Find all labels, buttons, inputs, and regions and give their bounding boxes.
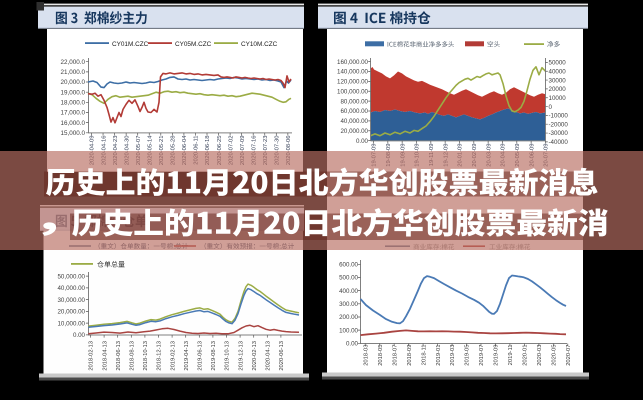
svg-text:2020-06-04: 2020-06-04 <box>182 135 188 165</box>
svg-text:2019-05: 2019-05 <box>465 345 471 366</box>
svg-text:0.00: 0.00 <box>346 341 359 348</box>
svg-text:2019-11: 2019-11 <box>508 345 514 366</box>
svg-text:2020-07: 2020-07 <box>566 345 572 366</box>
svg-text:50,000.00: 50,000.00 <box>57 273 85 280</box>
svg-text:2020-06-11: 2020-06-11 <box>194 136 200 165</box>
svg-text:19,000.0: 19,000.0 <box>60 89 85 96</box>
svg-text:50000: 50000 <box>549 60 567 67</box>
svg-text:500.00: 500.00 <box>339 275 358 282</box>
svg-text:2020-06-25: 2020-06-25 <box>217 136 223 166</box>
svg-text:40000: 40000 <box>549 68 567 75</box>
svg-text:200.00: 200.00 <box>339 314 358 321</box>
svg-text:120,000.00: 120,000.00 <box>337 79 369 86</box>
svg-text:2019-08-13: 2019-08-13 <box>211 341 217 371</box>
svg-text:CY01M.CZC: CY01M.CZC <box>112 41 149 48</box>
svg-text:2019-09: 2019-09 <box>494 345 500 366</box>
svg-text:18,000.0: 18,000.0 <box>60 100 85 107</box>
svg-text:2020-04-30: 2020-04-30 <box>124 136 130 166</box>
svg-text:10,000.00: 10,000.00 <box>57 320 85 327</box>
svg-text:2020-04-09: 2020-04-09 <box>90 136 96 166</box>
svg-text:300.00: 300.00 <box>339 301 358 308</box>
svg-text:2020-05-07: 2020-05-07 <box>136 136 142 166</box>
svg-text:2018-11: 2018-11 <box>421 345 427 366</box>
svg-text:2019-04-13: 2019-04-13 <box>184 341 190 371</box>
svg-text:2018-08-13: 2018-08-13 <box>130 341 136 371</box>
svg-text:2020-07-23: 2020-07-23 <box>263 136 269 166</box>
svg-text:CY05M.CZC: CY05M.CZC <box>175 41 212 48</box>
svg-text:600.00: 600.00 <box>339 262 358 269</box>
svg-text:2019-12-13: 2019-12-13 <box>238 341 244 371</box>
svg-text:2020-05-14: 2020-05-14 <box>147 135 153 165</box>
svg-text:15,000.0: 15,000.0 <box>60 130 85 137</box>
svg-text:2020-07-16: 2020-07-16 <box>251 136 257 166</box>
svg-text:30000: 30000 <box>549 77 567 84</box>
svg-text:2018-07: 2018-07 <box>392 345 398 366</box>
svg-text:100,000.00: 100,000.00 <box>337 88 369 95</box>
svg-text:2020-07-30: 2020-07-30 <box>275 136 281 166</box>
svg-text:0: 0 <box>549 104 553 111</box>
svg-text:0.00: 0.00 <box>73 332 86 339</box>
svg-text:2019-02-13: 2019-02-13 <box>170 341 176 371</box>
svg-text:2018-10-13: 2018-10-13 <box>143 341 149 371</box>
svg-text:-40000: -40000 <box>549 139 569 146</box>
svg-text:-30000: -30000 <box>549 130 569 137</box>
svg-text:400.00: 400.00 <box>339 288 358 295</box>
svg-text:40,000.00: 40,000.00 <box>340 118 368 125</box>
svg-text:20000: 20000 <box>549 86 567 93</box>
svg-text:16,000.0: 16,000.0 <box>60 120 85 127</box>
svg-text:2020-06-18: 2020-06-18 <box>205 136 211 166</box>
svg-text:0.00: 0.00 <box>356 138 369 145</box>
svg-text:80,000.00: 80,000.00 <box>340 98 368 105</box>
svg-text:2018-03: 2018-03 <box>363 345 369 366</box>
svg-text:2020-06-13: 2020-06-13 <box>279 341 285 371</box>
svg-text:60,000.00: 60,000.00 <box>340 108 368 115</box>
svg-text:140,000.00: 140,000.00 <box>337 69 369 76</box>
svg-text:2020-04-13: 2020-04-13 <box>266 341 272 371</box>
svg-text:2019-03: 2019-03 <box>450 345 456 366</box>
svg-text:-10000: -10000 <box>549 113 569 120</box>
svg-text:160,000.00: 160,000.00 <box>337 59 369 66</box>
svg-text:2020-05-28: 2020-05-28 <box>171 136 177 166</box>
svg-text:2020-08-06: 2020-08-06 <box>286 136 292 166</box>
svg-text:20,000.00: 20,000.00 <box>57 309 85 316</box>
svg-text:CY10M.CZC: CY10M.CZC <box>241 41 278 48</box>
svg-text:21,000.0: 21,000.0 <box>60 69 85 76</box>
svg-text:2019-01: 2019-01 <box>436 345 442 366</box>
svg-text:2018-06-13: 2018-06-13 <box>116 341 122 371</box>
svg-text:-20000: -20000 <box>549 121 569 128</box>
svg-text:2020-05-21: 2020-05-21 <box>159 136 165 166</box>
svg-text:22,000.0: 22,000.0 <box>60 59 85 66</box>
svg-text:20,000.0: 20,000.0 <box>60 79 85 86</box>
svg-text:2020-07-02: 2020-07-02 <box>228 135 234 165</box>
svg-text:2018-02-13: 2018-02-13 <box>89 341 95 371</box>
svg-text:2020-05: 2020-05 <box>552 345 558 366</box>
svg-text:2020-04-23: 2020-04-23 <box>113 136 119 166</box>
svg-text:40,000.00: 40,000.00 <box>57 285 85 292</box>
svg-text:2020-03: 2020-03 <box>537 345 543 366</box>
svg-text:2018-12-13: 2018-12-13 <box>157 341 163 371</box>
svg-text:2019-06-13: 2019-06-13 <box>198 341 204 371</box>
svg-text:2019-10-13: 2019-10-13 <box>225 341 231 371</box>
svg-text:2018-04-13: 2018-04-13 <box>102 341 108 371</box>
svg-text:2020-02-13: 2020-02-13 <box>252 341 258 371</box>
svg-text:2018-09: 2018-09 <box>407 345 413 366</box>
svg-text:10000: 10000 <box>549 95 567 102</box>
svg-text:20,000.00: 20,000.00 <box>340 128 368 135</box>
svg-text:2020-07-09: 2020-07-09 <box>240 136 246 166</box>
svg-text:2020-04-16: 2020-04-16 <box>101 136 107 166</box>
svg-text:17,000.0: 17,000.0 <box>60 110 85 117</box>
svg-text:2018-05: 2018-05 <box>378 345 384 366</box>
svg-text:100.00: 100.00 <box>339 327 358 334</box>
svg-text:30,000.00: 30,000.00 <box>57 297 85 304</box>
svg-text:2019-07: 2019-07 <box>479 345 485 366</box>
svg-text:2020-01: 2020-01 <box>523 345 529 366</box>
